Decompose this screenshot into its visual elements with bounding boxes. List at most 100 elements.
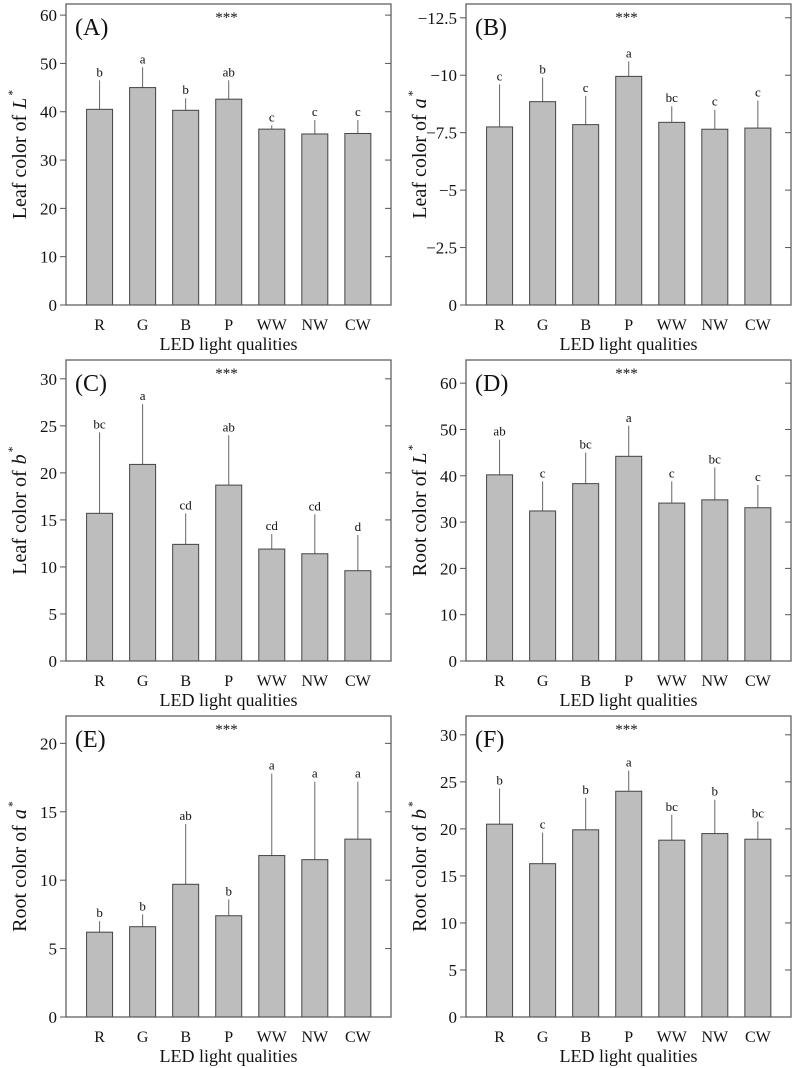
x-tick-label: NW <box>701 1029 729 1046</box>
y-tick-label: 20 <box>440 559 457 578</box>
significance-stars: *** <box>215 722 238 738</box>
x-tick-label: R <box>494 673 505 690</box>
x-tick-label: P <box>624 1029 633 1046</box>
x-tick-label: CW <box>745 317 772 334</box>
y-axis-variable: a <box>9 809 31 819</box>
bar-ww <box>258 855 286 1018</box>
x-tick-label: NW <box>301 1029 329 1046</box>
significance-letter: c <box>540 465 546 480</box>
significance-letter: b <box>139 898 146 913</box>
y-axis-label-text: Leaf color of <box>9 470 31 575</box>
y-tick-label: 25 <box>440 773 457 792</box>
significance-letter: ab <box>493 424 505 439</box>
y-tick-label: 15 <box>40 803 57 822</box>
y-axis-label: Leaf color of b * <box>5 446 31 574</box>
bar-nw <box>301 133 329 306</box>
y-tick-label: 20 <box>40 464 57 483</box>
bar-b <box>572 829 600 1018</box>
significance-letter: bc <box>752 805 765 820</box>
x-tick-label: NW <box>701 673 729 690</box>
y-tick-label: −7.5 <box>426 124 457 143</box>
significance-letter: b <box>96 64 103 79</box>
bar-cw <box>344 132 372 306</box>
x-tick-label: WW <box>257 1029 288 1046</box>
chart-panel-e: 0 5 10 15 20 b Rb Gab Bb Pa WW a NW a CW (E) *** LED ligh… <box>5 715 392 1066</box>
x-tick-label: WW <box>657 317 688 334</box>
x-tick-label: G <box>137 1029 149 1046</box>
bar-g <box>529 510 557 662</box>
plot-frame <box>65 3 392 306</box>
y-axis-variable: b <box>9 454 31 464</box>
x-tick-label: NW <box>301 317 329 334</box>
bar-r <box>486 126 514 306</box>
bar-b <box>572 483 600 662</box>
significance-stars: *** <box>615 722 638 738</box>
y-tick-label: 60 <box>40 6 57 25</box>
bar-p <box>215 98 243 306</box>
significance-letter: c <box>312 104 318 119</box>
x-tick-label: B <box>180 1029 191 1046</box>
significance-letter: c <box>540 817 546 832</box>
plot-frame <box>465 715 792 1018</box>
x-axis-label: LED light qualities <box>560 690 698 710</box>
significance-letter: c <box>755 85 761 100</box>
y-tick-label: 30 <box>40 151 57 170</box>
x-tick-label: WW <box>657 1029 688 1046</box>
bar-p <box>615 75 643 306</box>
significance-letter: b <box>225 883 232 898</box>
bar-p <box>615 790 643 1018</box>
x-tick-label: WW <box>257 673 288 690</box>
y-tick-label: 50 <box>40 54 57 73</box>
bar-ww <box>258 548 286 662</box>
significance-letter: c <box>355 104 361 119</box>
y-tick-label: 30 <box>440 513 457 532</box>
plot-frame <box>465 3 792 306</box>
y-tick-label: 50 <box>440 420 457 439</box>
x-tick-label: B <box>580 673 591 690</box>
y-tick-label: 30 <box>40 370 57 389</box>
x-tick-label: G <box>137 317 149 334</box>
x-tick-label: B <box>580 1029 591 1046</box>
significance-letter: c <box>669 465 675 480</box>
significance-letter: b <box>712 784 719 799</box>
bar-cw <box>344 570 372 662</box>
y-tick-label: 10 <box>440 914 457 933</box>
significance-letter: ab <box>180 808 192 823</box>
bar-ww <box>658 839 686 1018</box>
bar-b <box>172 543 200 662</box>
panel-label: (F) <box>475 727 504 753</box>
x-tick-label: P <box>624 673 633 690</box>
bar-p <box>615 455 643 662</box>
x-tick-label: B <box>580 317 591 334</box>
significance-letter: c <box>712 94 718 109</box>
y-tick-label: 5 <box>449 961 458 980</box>
y-axis-variable: a <box>409 98 431 108</box>
panel-label: (C) <box>75 371 107 397</box>
bar-cw <box>744 838 772 1018</box>
panel-label: (E) <box>75 727 106 753</box>
bar-r <box>86 512 114 662</box>
y-tick-label: 0 <box>449 296 458 315</box>
y-axis-label-text: Leaf color of <box>9 115 31 220</box>
y-tick-label: 30 <box>440 726 457 745</box>
chart-panel-f: 0 5 10 15 20 25 30 b Rc Gb Ba Pbc WW b NW bc CW (F) *** LED… <box>405 715 792 1066</box>
bar-p <box>215 484 243 662</box>
y-tick-label: 10 <box>40 558 57 577</box>
bar-g <box>129 87 157 306</box>
y-axis-variable: L <box>9 98 31 110</box>
x-tick-label: CW <box>345 673 372 690</box>
y-axis-superscript: * <box>405 801 419 807</box>
x-tick-label: P <box>624 317 633 334</box>
y-axis-label-text: Root color of <box>9 825 31 932</box>
y-axis-label-text: Root color of <box>409 469 431 576</box>
x-tick-label: R <box>494 1029 505 1046</box>
y-tick-label: 25 <box>40 417 57 436</box>
y-axis-superscript: * <box>5 90 19 96</box>
significance-stars: *** <box>615 10 638 26</box>
significance-letter: b <box>496 772 503 787</box>
x-tick-label: CW <box>345 317 372 334</box>
y-axis-superscript: * <box>405 445 419 451</box>
significance-letter: bc <box>666 90 679 105</box>
y-tick-label: 0 <box>449 652 458 671</box>
